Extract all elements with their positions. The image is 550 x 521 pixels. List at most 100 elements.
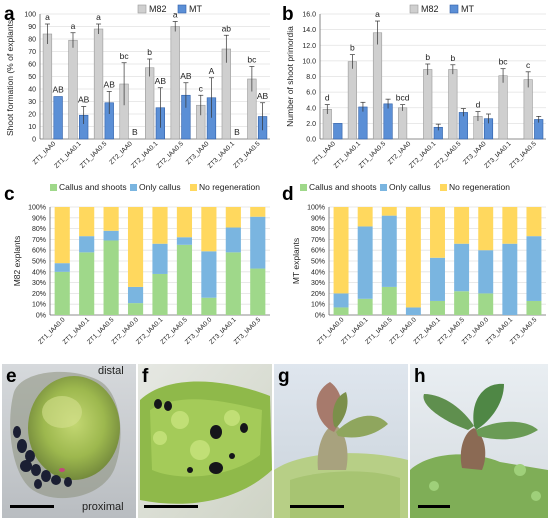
stacked-bar-segment	[79, 207, 95, 237]
y-tick-label: 50	[28, 74, 36, 81]
legend-label: MT	[461, 4, 474, 14]
x-tick-label: ZT2_IAA0	[387, 140, 413, 166]
stacked-bar-segment	[225, 207, 241, 228]
stacked-bar-segment	[502, 243, 518, 315]
stacked-bar-segment	[333, 307, 349, 315]
legend-swatch	[130, 184, 137, 191]
stacked-bar-segment	[54, 263, 70, 272]
y-tick-label: 80	[28, 37, 36, 44]
x-tick-label: ZT3_IAA0.5	[232, 140, 262, 170]
legend-label: No regeneration	[449, 182, 510, 192]
proximal-label: proximal	[82, 501, 124, 513]
y-axis-label: M82 explants	[12, 236, 22, 287]
chart-panel-a: 0 10 20 30 40 50 60 70 80 90 100 Shoot formation (%…	[5, 4, 270, 170]
y-tick-label: 60%	[32, 248, 46, 255]
stacked-bar-segment	[454, 207, 470, 244]
y-tick-label: 20%	[32, 291, 46, 298]
y-tick-label: 0.0	[306, 137, 316, 144]
legend-label: Callus and shoots	[309, 182, 377, 192]
stacked-bar-segment	[430, 257, 445, 301]
significance-letter: A	[209, 66, 215, 76]
bar	[347, 61, 357, 140]
stacked-bar-segment	[381, 286, 397, 315]
bar	[498, 75, 508, 140]
bar	[68, 39, 78, 140]
y-tick-label: 12.0	[302, 43, 316, 50]
stacked-bar-segment	[201, 251, 217, 298]
significance-letter: a	[173, 10, 178, 20]
stacked-bar-segment	[405, 207, 421, 308]
stacked-bar-segment	[201, 297, 217, 315]
stacked-bar-segment	[152, 207, 168, 244]
bar	[448, 69, 458, 140]
stacked-bar-segment	[478, 207, 494, 251]
stacked-bar-segment	[454, 291, 470, 315]
y-tick-label: 6.0	[306, 90, 316, 97]
panel-letter-g: g	[278, 366, 290, 387]
bar	[458, 112, 468, 140]
chart-panel-b: 0.0 2.0 4.0 6.0 8.0 10.0 12.0 14.0 16.0 Number of…	[285, 4, 546, 170]
x-tick-label: ZT1_IAA0	[311, 140, 337, 166]
bar	[383, 103, 393, 140]
significance-letter: AB	[104, 80, 116, 90]
significance-letter: a	[71, 21, 76, 31]
stacked-bar-segment	[79, 252, 95, 315]
significance-letter: bc	[247, 55, 257, 65]
stacked-bar-segment	[225, 227, 241, 253]
y-tick-label: 10%	[311, 302, 325, 309]
y-tick-label: 60%	[311, 248, 325, 255]
stacked-bar-segment	[478, 293, 494, 315]
y-tick-label: 70%	[32, 237, 46, 244]
panel-letter-c: c	[4, 184, 15, 205]
x-tick-label: ZT1_IAA0.5	[79, 140, 109, 170]
stacked-bar-segment	[250, 207, 266, 217]
y-tick-label: 20	[28, 112, 36, 119]
stacked-bar-segment	[454, 243, 470, 292]
bar	[523, 79, 533, 140]
stacked-bar-segment	[357, 226, 373, 299]
stacked-bar-segment	[333, 293, 349, 308]
stacked-bar-segment	[526, 236, 542, 301]
stacked-bar-segment	[250, 216, 266, 269]
y-tick-label: 100%	[307, 205, 325, 212]
y-tick-label: 50%	[32, 259, 46, 266]
significance-letter: AB	[52, 85, 64, 95]
stacked-bar-segment	[225, 252, 241, 315]
legend-swatch	[380, 184, 387, 191]
significance-letter: a	[375, 9, 380, 19]
panel-letter-a: a	[4, 4, 15, 25]
stacked-bar-segment	[430, 300, 445, 315]
y-tick-label: 90	[28, 24, 36, 31]
legend-label: M82	[149, 4, 167, 14]
stacked-bar-segment	[502, 207, 518, 244]
bar	[358, 106, 368, 140]
legend-label: Only callus	[389, 182, 431, 192]
stacked-bar-segment	[430, 207, 445, 258]
stacked-bar-segment	[526, 300, 542, 315]
x-tick-label: ZT1_IAA0	[32, 140, 58, 166]
y-tick-label: 50%	[311, 259, 325, 266]
stacked-bar-segment	[526, 207, 542, 237]
significance-letter: a	[45, 12, 50, 22]
y-tick-label: 40	[28, 87, 36, 94]
stacked-bar-segment	[152, 273, 168, 315]
panel-letter-d: d	[282, 184, 294, 205]
significance-letter: c	[199, 83, 204, 93]
y-tick-label: 100%	[28, 205, 46, 212]
x-tick-label: ZT3_IAA0.5	[233, 316, 263, 346]
y-tick-label: 8.0	[306, 74, 316, 81]
y-tick-label: 16.0	[302, 12, 316, 19]
stacked-bar-segment	[478, 250, 494, 294]
chart-panel-d: 0% 10% 20% 30% 40% 50% 60% 70% 80% 90% 100% MT expl…	[291, 182, 546, 346]
legend-label: Callus and shoots	[59, 182, 127, 192]
legend-swatch	[190, 184, 197, 191]
stacked-bar-segment	[250, 268, 266, 315]
y-axis-label: Shoot formation (% of explants)	[5, 17, 15, 136]
significance-letter: AB	[155, 76, 167, 86]
x-tick-label: ZT3_IAA0	[185, 140, 211, 166]
y-tick-label: 30%	[311, 280, 325, 287]
legend-swatch	[409, 4, 419, 14]
legend-swatch	[440, 184, 447, 191]
significance-letter: a	[96, 12, 101, 22]
stacked-bar-segment	[54, 271, 70, 315]
